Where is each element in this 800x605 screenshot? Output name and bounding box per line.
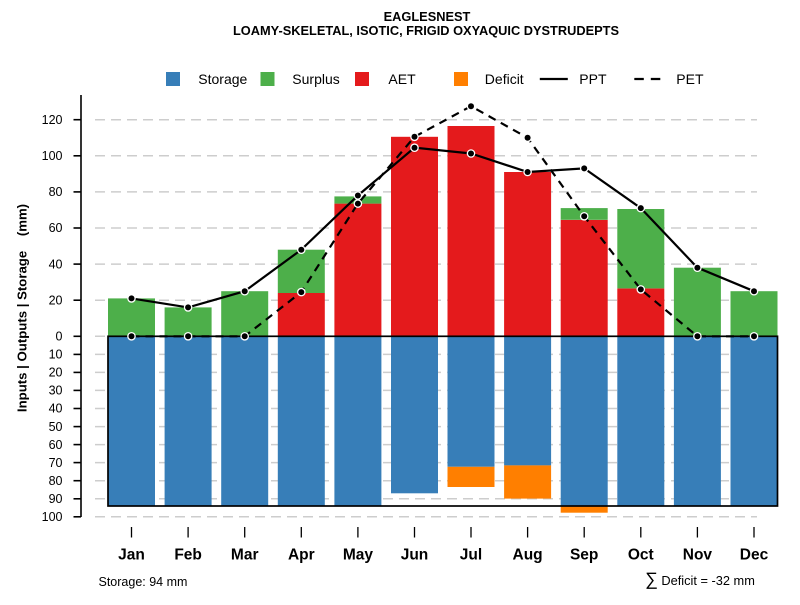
svg-text:100: 100 (42, 149, 63, 163)
svg-text:80: 80 (49, 474, 63, 488)
svg-text:Deficit: Deficit (485, 71, 524, 87)
svg-text:Storage: 94 mm: Storage: 94 mm (99, 575, 188, 589)
svg-text:Inputs | Outputs | Storage: Inputs | Outputs | Storage (mm) (15, 204, 30, 412)
svg-text:80: 80 (49, 185, 63, 199)
svg-text:20: 20 (49, 293, 63, 307)
svg-text:Sep: Sep (570, 547, 598, 564)
svg-text:Oct: Oct (628, 547, 654, 564)
svg-text:Jun: Jun (401, 547, 429, 564)
svg-text:10: 10 (49, 348, 63, 362)
svg-text:30: 30 (49, 384, 63, 398)
svg-text:40: 40 (49, 402, 63, 416)
svg-text:100: 100 (42, 510, 63, 524)
svg-text:Surplus: Surplus (292, 71, 339, 87)
svg-text:90: 90 (49, 492, 63, 506)
svg-text:Storage: Storage (198, 71, 247, 87)
svg-text:Jan: Jan (118, 547, 145, 564)
svg-text:EAGLESNEST: EAGLESNEST (384, 9, 471, 24)
svg-text:0: 0 (56, 330, 63, 344)
svg-text:PPT: PPT (579, 71, 607, 87)
svg-text:60: 60 (49, 221, 63, 235)
svg-text:AET: AET (388, 71, 416, 87)
svg-text:May: May (343, 547, 374, 564)
svg-text:Nov: Nov (683, 547, 713, 564)
svg-text:60: 60 (49, 438, 63, 452)
svg-text:120: 120 (42, 113, 63, 127)
svg-text:40: 40 (49, 257, 63, 271)
svg-text:Mar: Mar (231, 547, 259, 564)
svg-text:20: 20 (49, 366, 63, 380)
svg-text:Feb: Feb (174, 547, 202, 564)
svg-text:70: 70 (49, 456, 63, 470)
svg-text:Dec: Dec (740, 547, 769, 564)
svg-text:PET: PET (676, 71, 704, 87)
svg-text:Aug: Aug (513, 547, 543, 564)
svg-text:LOAMY-SKELETAL, ISOTIC, FRIGID: LOAMY-SKELETAL, ISOTIC, FRIGID OXYAQUIC … (233, 23, 620, 38)
svg-text:Jul: Jul (460, 547, 482, 564)
svg-text:∑Deficit = -32 mm: ∑ Deficit = -32 mm (645, 569, 755, 589)
svg-text:Apr: Apr (288, 547, 315, 564)
svg-text:50: 50 (49, 420, 63, 434)
